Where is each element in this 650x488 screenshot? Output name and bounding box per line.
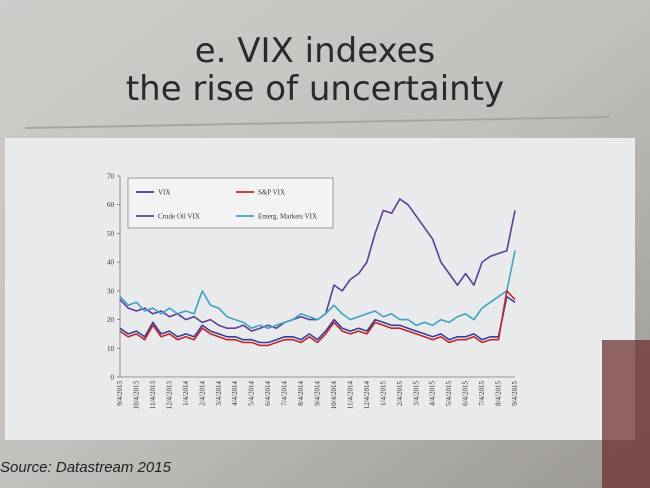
plot: 0 10 20 30 40 50 60 70 9/4/2013 10/4/2013 11/4/201… xyxy=(107,173,519,410)
y-tick-label: 20 xyxy=(107,316,115,324)
y-tick-label: 0 xyxy=(111,374,115,382)
x-tick-label: 3/4/2014 xyxy=(215,381,223,406)
series-line xyxy=(119,295,516,344)
series-line xyxy=(119,290,516,347)
y-tick-label: 30 xyxy=(107,287,115,295)
series-line xyxy=(119,250,516,329)
x-tick-label: 8/4/2014 xyxy=(297,381,305,406)
x-tick-label: 2/4/2014 xyxy=(198,381,206,406)
x-tick-label: 4/4/2015 xyxy=(429,381,437,406)
x-tick-label: 9/4/2013 xyxy=(116,381,124,406)
x-tick-label: 9/4/2014 xyxy=(314,381,322,406)
legend-label: Emerg. Markets VIX xyxy=(258,213,317,221)
slide-title: e. VIX indexes xyxy=(195,31,436,71)
y-tick-label: 10 xyxy=(107,345,115,353)
x-tick-label: 11/4/2014 xyxy=(346,381,354,410)
x-tick-label: 5/4/2015 xyxy=(445,381,453,406)
legend-label: Crude Oil VIX xyxy=(158,213,200,221)
x-tick-label: 2/4/2015 xyxy=(396,381,404,406)
x-tick-label: 6/4/2015 xyxy=(462,381,470,406)
x-tick-label: 4/4/2014 xyxy=(231,381,239,406)
y-tick-label: 50 xyxy=(107,230,115,238)
divider xyxy=(24,116,611,129)
x-tick-label: 1/4/2015 xyxy=(379,381,387,406)
x-tick-label: 12/4/2014 xyxy=(363,381,371,410)
flag xyxy=(602,340,650,488)
legend-box xyxy=(127,177,334,229)
y-tick-label: 70 xyxy=(107,173,115,181)
x-tick-label: 3/4/2015 xyxy=(412,381,420,406)
x-tick-label: 7/4/2014 xyxy=(281,381,289,406)
slide-title: the rise of uncertainty xyxy=(126,69,504,109)
x-tick-label: 10/4/2013 xyxy=(132,381,140,410)
x-tick-label: 5/4/2014 xyxy=(248,381,256,406)
x-tick-label: 9/4/2015 xyxy=(511,381,519,406)
x-tick-label: 10/4/2014 xyxy=(330,381,338,410)
x-tick-label: 12/4/2013 xyxy=(165,381,173,410)
y-tick-label: 40 xyxy=(107,259,115,267)
y-tick-label: 60 xyxy=(107,201,115,209)
legend-label: VIX xyxy=(158,189,170,197)
legend-label: S&P VIX xyxy=(258,189,285,197)
x-tick-label: 6/4/2014 xyxy=(264,381,272,406)
x-tick-label: 7/4/2015 xyxy=(478,381,486,406)
x-tick-label: 1/4/2014 xyxy=(182,381,190,406)
x-tick-label: 11/4/2013 xyxy=(149,381,157,410)
x-tick-label: 8/4/2015 xyxy=(495,381,503,406)
source: Source: Datastream 2015 xyxy=(0,459,172,476)
